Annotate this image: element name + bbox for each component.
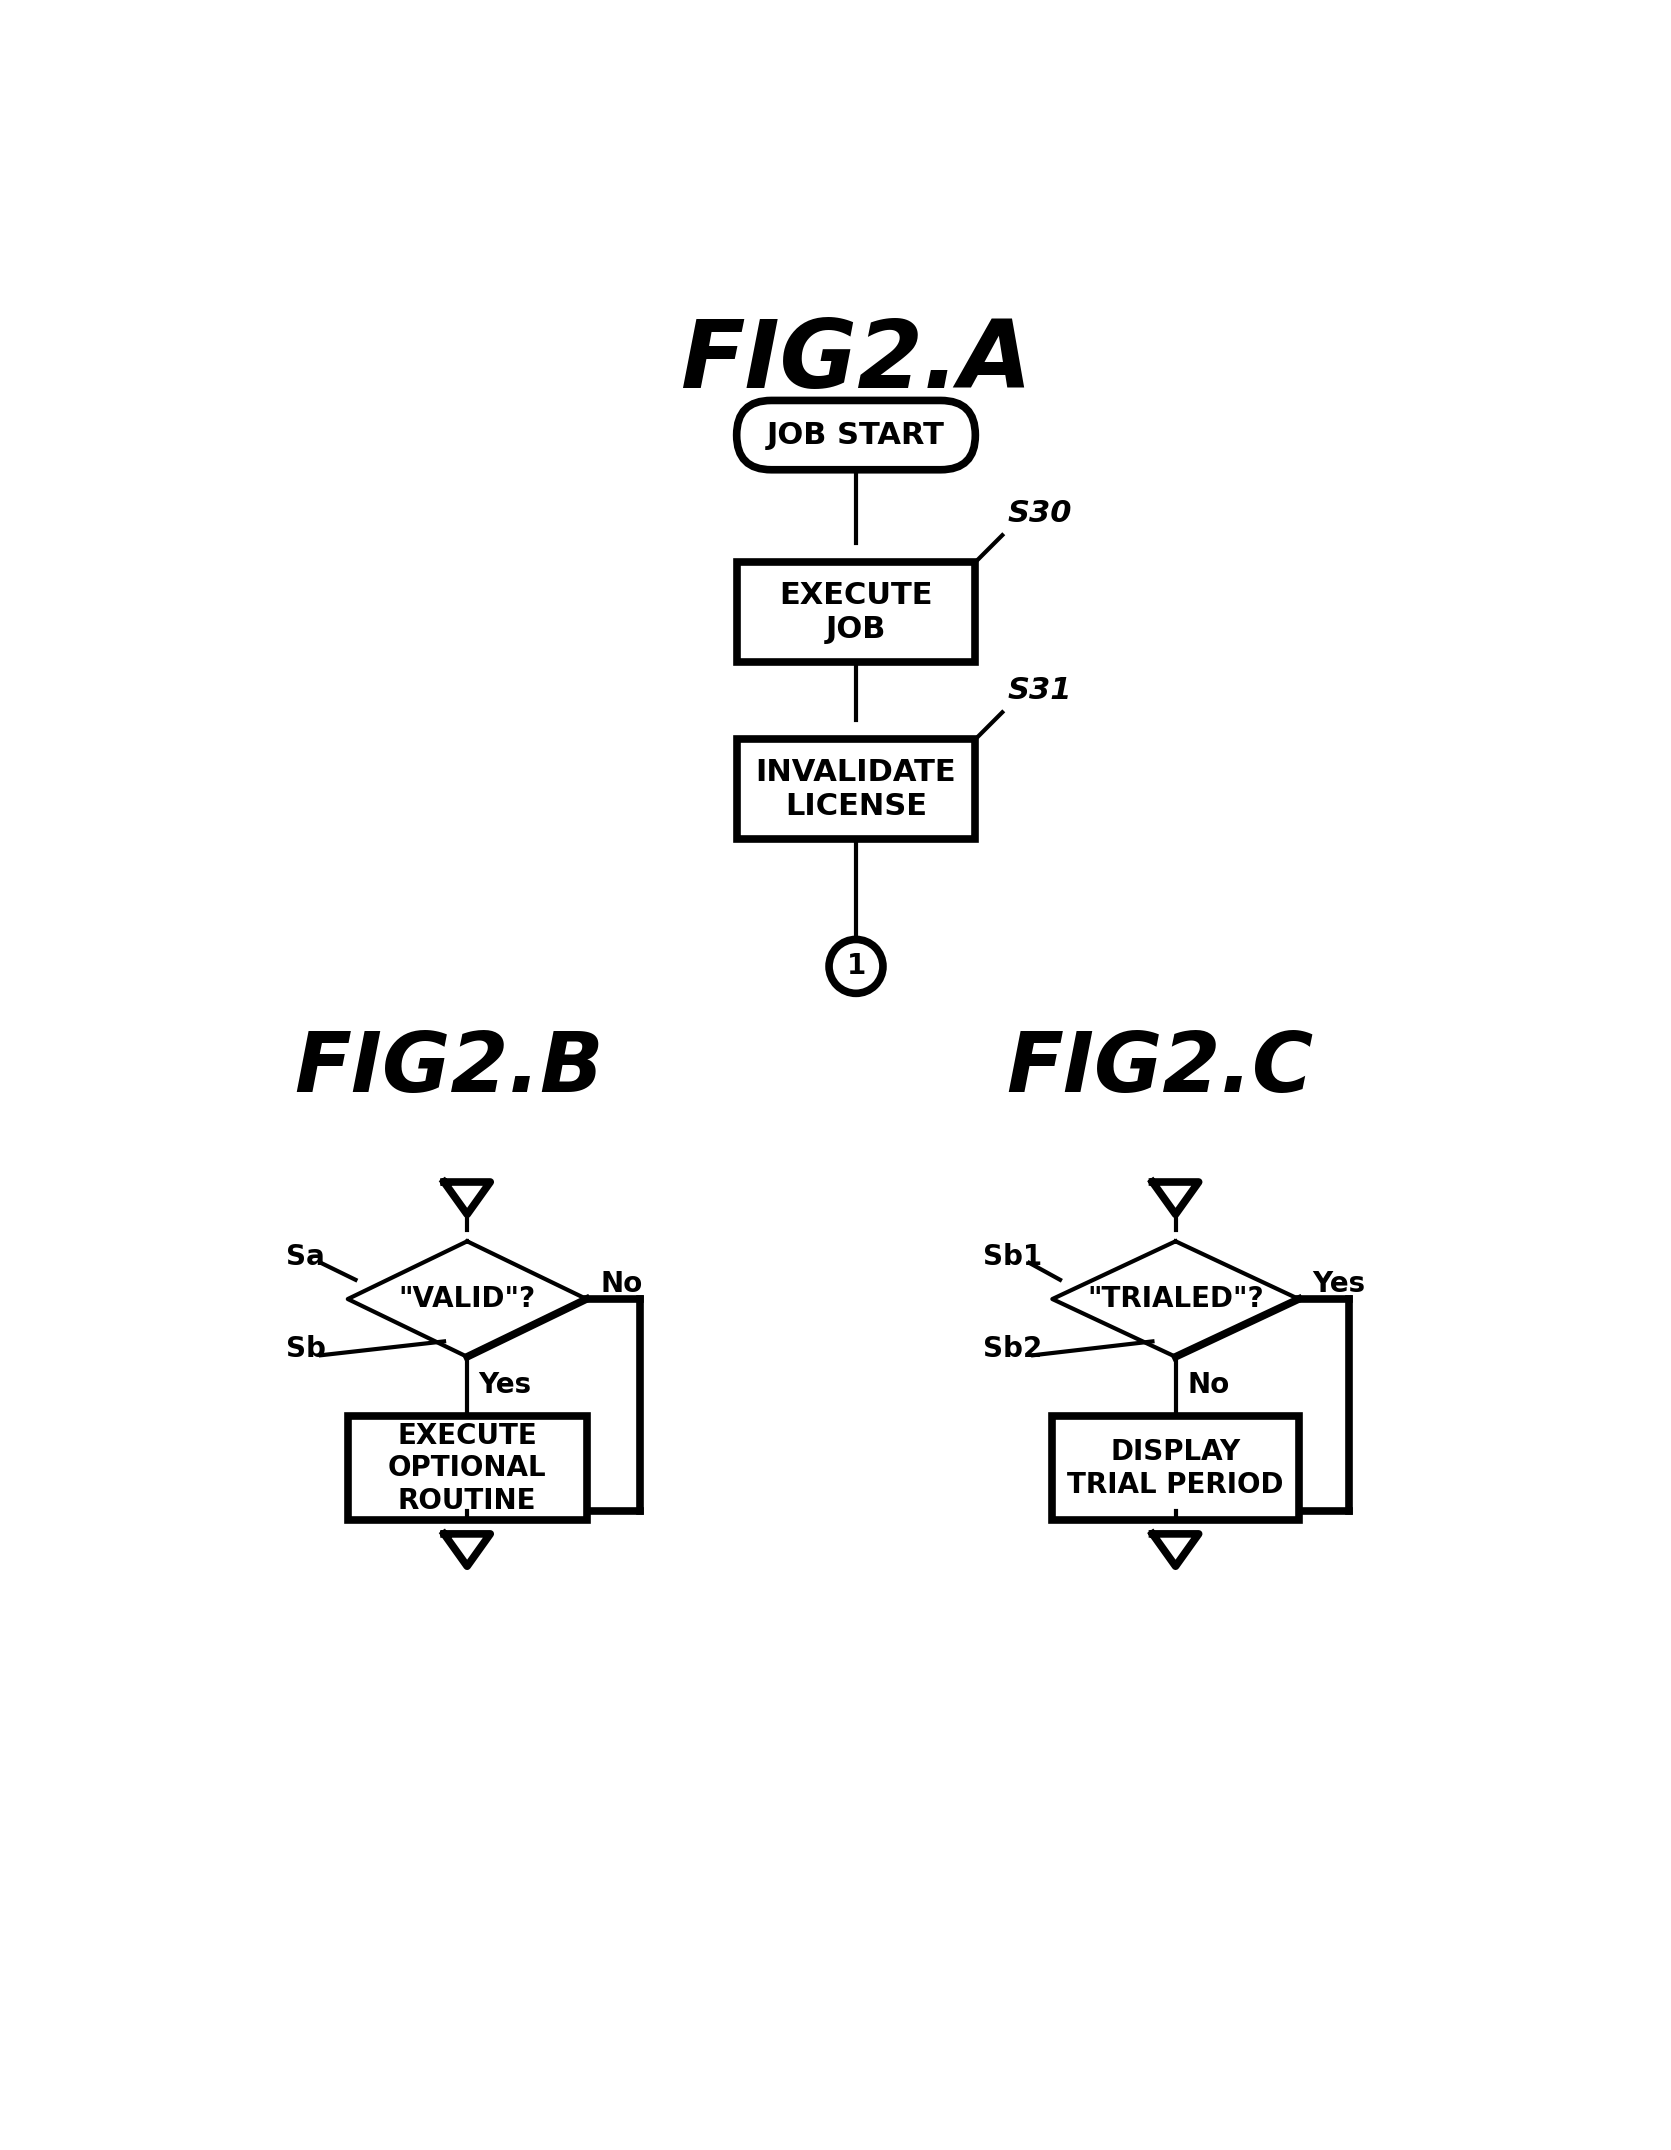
- Text: S30: S30: [1008, 499, 1073, 527]
- Text: FIG2.B: FIG2.B: [294, 1028, 603, 1109]
- Bar: [737, 561, 976, 662]
- Text: JOB START: JOB START: [767, 421, 944, 449]
- Text: "TRIALED"?: "TRIALED"?: [1088, 1286, 1263, 1314]
- Polygon shape: [444, 1533, 490, 1565]
- Text: EXECUTE
JOB: EXECUTE JOB: [779, 580, 932, 643]
- Text: Sb1: Sb1: [983, 1243, 1043, 1271]
- Bar: [348, 1417, 587, 1520]
- Bar: [1053, 1417, 1298, 1520]
- Text: Sb: Sb: [286, 1335, 326, 1363]
- Text: EXECUTE
OPTIONAL
ROUTINE: EXECUTE OPTIONAL ROUTINE: [388, 1421, 546, 1516]
- Text: S31: S31: [1008, 675, 1073, 705]
- Circle shape: [829, 940, 882, 993]
- Bar: [737, 740, 976, 838]
- Text: Yes: Yes: [478, 1372, 531, 1400]
- Polygon shape: [1053, 1241, 1298, 1357]
- Text: 1: 1: [847, 952, 866, 980]
- Text: FIG2.A: FIG2.A: [680, 316, 1033, 408]
- Text: Yes: Yes: [1313, 1271, 1365, 1299]
- Text: No: No: [1186, 1372, 1230, 1400]
- Text: Sb2: Sb2: [983, 1335, 1043, 1363]
- FancyBboxPatch shape: [737, 400, 976, 469]
- Polygon shape: [1153, 1533, 1198, 1565]
- Polygon shape: [444, 1182, 490, 1215]
- Text: Sa: Sa: [286, 1243, 324, 1271]
- Text: INVALIDATE
LICENSE: INVALIDATE LICENSE: [755, 759, 956, 821]
- Polygon shape: [1153, 1182, 1198, 1215]
- Text: "VALID"?: "VALID"?: [399, 1286, 536, 1314]
- Text: DISPLAY
TRIAL PERIOD: DISPLAY TRIAL PERIOD: [1068, 1438, 1283, 1499]
- Text: No: No: [600, 1271, 643, 1299]
- Text: FIG2.C: FIG2.C: [1006, 1028, 1313, 1109]
- Polygon shape: [348, 1241, 587, 1357]
